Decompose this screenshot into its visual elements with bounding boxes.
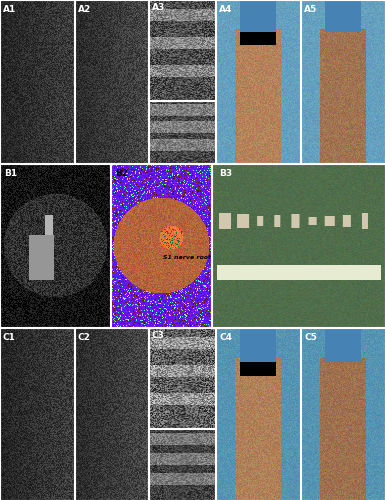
Text: C3: C3 [152,331,164,340]
Text: A1: A1 [3,5,16,14]
Text: B3: B3 [219,169,232,178]
Text: S1 nerve root: S1 nerve root [163,254,211,260]
Text: A4: A4 [219,5,233,14]
Text: B2: B2 [115,169,128,178]
Text: A2: A2 [78,5,91,14]
Text: A3: A3 [152,3,165,12]
Text: C2: C2 [78,333,91,342]
Text: C4: C4 [219,333,233,342]
Text: B1: B1 [4,169,18,178]
Text: A5: A5 [305,5,318,14]
Text: C1: C1 [3,333,16,342]
Text: C5: C5 [305,333,317,342]
